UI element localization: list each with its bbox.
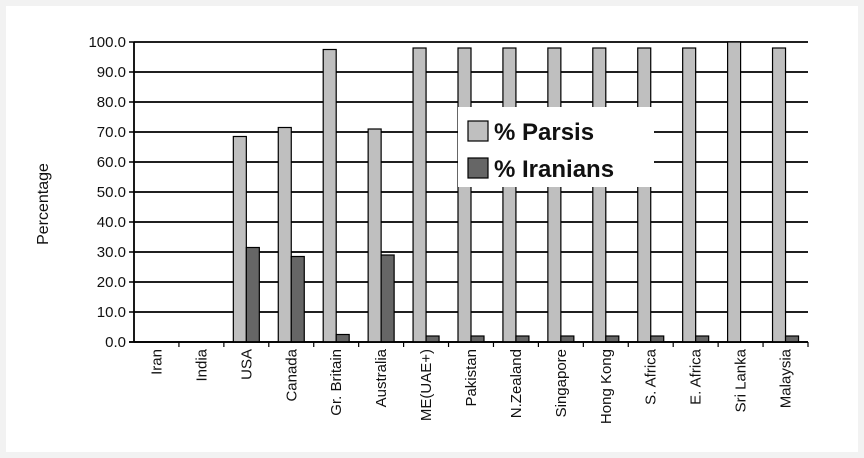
x-tick-label: S. Africa (643, 348, 660, 405)
y-tick-label: 0.0 (105, 334, 126, 351)
bar-iranians (245, 246, 260, 343)
y-tick-label: 60.0 (97, 154, 126, 171)
x-tick-label: Gr. Britain (328, 349, 345, 416)
bar-parsis (367, 128, 382, 343)
bar-iranians (380, 254, 395, 343)
bar-iranians (290, 255, 305, 343)
legend-label-iranians: % Iranians (494, 156, 614, 183)
bar-parsis (771, 47, 787, 343)
x-tick-label: Hong Kong (598, 349, 615, 424)
bar-chart: 0.0 10.0 20.0 30.0 40.0 50.0 60.0 70.0 80.0 90.0 1… (35, 34, 809, 424)
x-tick-label: India (193, 348, 210, 381)
x-tick-label: Pakistan (463, 349, 480, 407)
y-tick-label: 10.0 (97, 304, 126, 321)
x-tick-label: Singapore (553, 349, 570, 417)
x-tick-label: Australia (373, 348, 390, 407)
y-tick-label: 40.0 (97, 214, 126, 231)
legend-label-parsis: % Parsis (494, 119, 594, 146)
x-tick-label: E. Africa (688, 348, 705, 405)
y-tick-label: 20.0 (97, 274, 126, 291)
y-axis-label: Percentage (35, 163, 52, 245)
bar-parsis (232, 135, 247, 343)
x-tick-label: USA (238, 349, 255, 380)
x-tick-label: Sri Lanka (733, 348, 750, 412)
x-tick-label: Malaysia (778, 348, 795, 408)
y-tick-label: 50.0 (97, 184, 126, 201)
bar-parsis (592, 47, 607, 343)
legend: % Parsis % Iranians (458, 107, 654, 187)
x-tick-label: ME(UAE+) (418, 349, 435, 421)
bar-parsis (277, 126, 292, 343)
y-tick-label: 30.0 (97, 244, 126, 261)
bar-parsis (726, 41, 742, 343)
y-tick-label: 70.0 (97, 124, 126, 141)
chart-frame: 0.0 10.0 20.0 30.0 40.0 50.0 60.0 70.0 80.0 90.0 1… (6, 6, 858, 452)
x-tick-label: N.Zealand (508, 349, 525, 418)
bar-iranians (335, 333, 350, 343)
legend-swatch-parsis (467, 120, 489, 142)
legend-swatch-iranians (467, 157, 489, 179)
x-tick-label: Canada (283, 348, 300, 401)
bar-parsis (457, 47, 472, 343)
bar-parsis (502, 47, 517, 343)
bar-parsis (412, 47, 427, 343)
bar-parsis (682, 47, 697, 343)
bar-parsis (547, 47, 562, 343)
axes (129, 41, 809, 347)
y-tick-label: 90.0 (97, 64, 126, 81)
bar-parsis (322, 48, 337, 343)
y-tick-label: 80.0 (97, 94, 126, 111)
legend-background (458, 107, 654, 187)
y-tick-labels: 0.0 10.0 20.0 30.0 40.0 50.0 60.0 70.0 80.0 90.0 1… (88, 34, 126, 351)
x-tick-labels: Iran India USA Canada Gr. Britain Australia ME… (148, 348, 794, 424)
x-tick-label: Iran (148, 349, 165, 375)
bar-parsis (637, 47, 652, 343)
y-tick-label: 100.0 (88, 34, 126, 51)
